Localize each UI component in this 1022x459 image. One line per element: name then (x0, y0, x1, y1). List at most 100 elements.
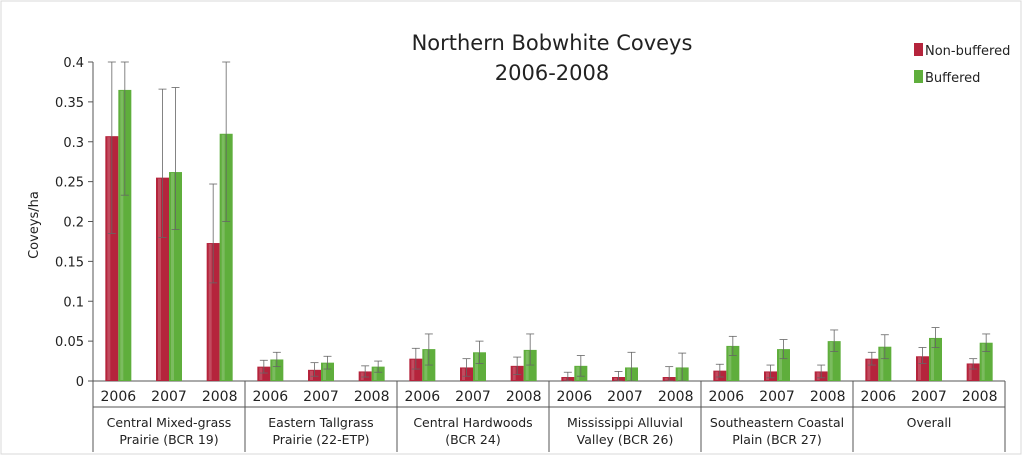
legend: Non-buffered Buffered (914, 43, 1010, 86)
year-tick-label: 2007 (303, 389, 339, 405)
bar-highlight (272, 360, 276, 380)
bar-highlight (880, 347, 884, 380)
bar-highlight (918, 357, 921, 380)
year-tick-label: 2007 (911, 389, 947, 405)
bar-highlight (512, 366, 516, 380)
bars-layer (105, 61, 993, 382)
group-label-line1: Central Hardwoods (413, 415, 532, 430)
bar-highlight (221, 134, 225, 380)
group-label-line1: Eastern Tallgrass (268, 415, 373, 430)
group-label-line2: Prairie (BCR 19) (119, 432, 218, 447)
bar-highlight (779, 350, 782, 380)
bar-highlight (867, 359, 871, 380)
bar-highlight (816, 372, 820, 380)
bar-highlight (715, 371, 719, 380)
y-tick-label: 0.3 (63, 136, 84, 151)
y-tick-label: 0.35 (55, 96, 84, 111)
chart-title-line1: Northern Bobwhite Coveys (412, 31, 693, 55)
legend-swatch-non-buffered (914, 43, 923, 56)
year-tick-label: 2008 (354, 389, 390, 405)
y-tick-label: 0.1 (63, 295, 84, 310)
bar-buffered (979, 342, 993, 381)
bar-highlight (107, 137, 111, 380)
group-label-line1: Overall (907, 415, 952, 430)
y-tick-label: 0 (76, 375, 84, 390)
bar-highlight (931, 338, 934, 380)
year-tick-label: 2006 (253, 389, 289, 405)
year-tick-label: 2007 (759, 389, 795, 405)
bar-highlight (677, 368, 681, 380)
bar-buffered (878, 346, 892, 381)
bar-buffered (473, 352, 486, 381)
bar-non-buffered (105, 136, 119, 381)
year-tick-label: 2007 (151, 389, 187, 405)
year-tick-label: 2006 (861, 389, 897, 405)
year-tick-label: 2007 (455, 389, 491, 405)
legend-label-buffered: Buffered (925, 71, 980, 86)
bar-highlight (981, 343, 985, 380)
year-tick-label: 2008 (658, 389, 694, 405)
year-tick-label: 2006 (405, 389, 441, 405)
bar-buffered (118, 89, 132, 381)
bar-highlight (829, 342, 833, 380)
group-label-line2: Plain (BCR 27) (732, 432, 821, 447)
bar-highlight (171, 173, 174, 380)
y-tick-label: 0.25 (55, 176, 84, 191)
group-label-line1: Mississippi Alluvial (567, 415, 683, 430)
group-label-line1: Southeastern Coastal (710, 415, 844, 430)
bar-highlight (614, 378, 617, 380)
bar-highlight (968, 364, 972, 380)
bar-buffered (777, 349, 790, 381)
group-label-line2: Prairie (22-ETP) (272, 432, 369, 447)
year-tick-label: 2008 (202, 389, 238, 405)
bar-highlight (120, 90, 124, 380)
bar-highlight (259, 367, 263, 380)
group-label-line2: (BCR 24) (445, 432, 500, 447)
bar-buffered (929, 337, 942, 381)
year-tick-label: 2006 (101, 389, 137, 405)
bar-non-buffered (206, 243, 220, 381)
axis-layer: 0 0.05 0.1 0.15 0.2 0.25 0.3 0.35 0.4 (55, 56, 1006, 452)
bar-highlight (360, 372, 364, 380)
year-tick-label: 2006 (709, 389, 745, 405)
bar-non-buffered (966, 363, 980, 381)
bar-non-buffered (916, 356, 929, 381)
year-tick-label: 2007 (607, 389, 643, 405)
category-labels-layer: 2006 2007 2008 Central Mixed-grass Prairie (… (101, 389, 998, 447)
group-label-line1: Central Mixed-grass (107, 415, 232, 430)
bar-buffered (219, 133, 233, 381)
group-label-line2: Valley (BCR 26) (577, 432, 674, 447)
bar-highlight (475, 353, 478, 380)
bar-non-buffered (865, 358, 879, 381)
bar-highlight (462, 368, 465, 380)
year-tick-label: 2008 (810, 389, 846, 405)
bar-highlight (627, 368, 630, 380)
bar-buffered (270, 359, 284, 381)
bar-highlight (563, 378, 567, 380)
bar-non-buffered (156, 177, 169, 381)
year-tick-label: 2008 (962, 389, 998, 405)
bar-highlight (373, 367, 377, 380)
bar-non-buffered (257, 366, 271, 381)
bar-highlight (664, 378, 668, 380)
legend-swatch-buffered (914, 70, 923, 83)
bar-buffered (321, 362, 334, 381)
y-tick-label: 0.15 (55, 255, 84, 270)
y-tick-label: 0.05 (55, 335, 84, 350)
year-tick-label: 2008 (506, 389, 542, 405)
bar-highlight (158, 178, 161, 380)
bar-buffered (371, 366, 385, 381)
bar-buffered (726, 345, 740, 381)
bar-highlight (208, 244, 212, 380)
bar-highlight (411, 359, 415, 380)
y-tick-label: 0.2 (63, 216, 84, 231)
chart-title-line2: 2006-2008 (495, 61, 609, 85)
bar-non-buffered (409, 358, 423, 381)
year-tick-label: 2006 (557, 389, 593, 405)
bar-highlight (728, 346, 732, 380)
y-tick-label: 0.4 (63, 56, 84, 71)
y-axis-label: Coveys/ha (27, 191, 42, 259)
bar-highlight (323, 363, 326, 380)
